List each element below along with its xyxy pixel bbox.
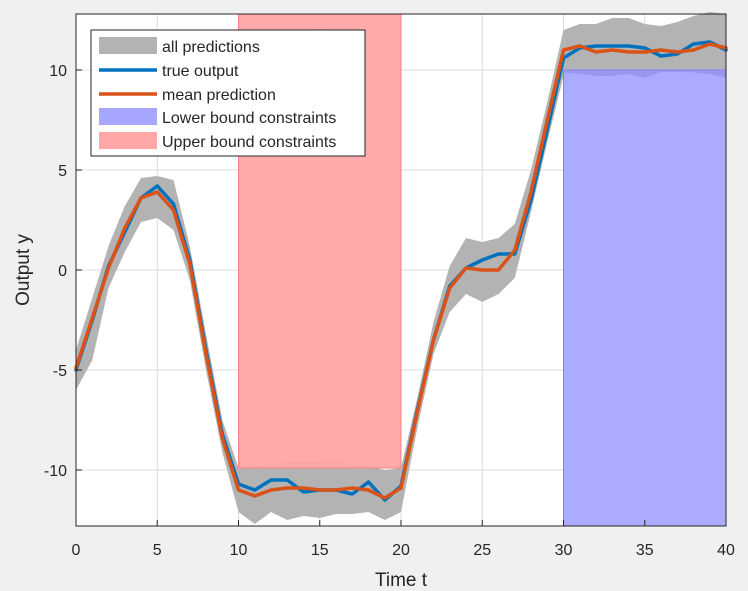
y-tick-label: -10 (44, 463, 67, 480)
x-tick-label: 30 (555, 542, 573, 559)
lower-bound-region (563, 69, 727, 527)
legend: all predictions true output mean predict… (90, 29, 366, 157)
x-tick-label: 25 (473, 542, 491, 559)
x-tick-label: 15 (311, 542, 329, 559)
y-tick-label: -5 (53, 363, 67, 380)
lower-bound-edge (563, 70, 726, 78)
y-axis-ticks: -10 -5 0 5 10 (44, 63, 82, 480)
y-tick-label: 5 (58, 163, 67, 180)
y-tick-label: 0 (58, 263, 67, 280)
x-tick-label: 5 (153, 542, 162, 559)
y-axis-label: Output y (13, 234, 34, 306)
legend-label-mean-prediction: mean prediction (162, 87, 276, 104)
x-tick-label: 40 (717, 542, 735, 559)
legend-label-true-output: true output (162, 63, 239, 80)
legend-swatch-lower-bound (99, 108, 157, 125)
legend-swatch-upper-bound (99, 132, 157, 149)
x-axis-ticks: 0 5 10 15 20 25 30 35 40 (72, 520, 735, 559)
x-axis-label: Time t (375, 570, 428, 591)
legend-label-all-predictions: all predictions (162, 39, 260, 56)
x-tick-label: 20 (392, 542, 410, 559)
all-predictions-band (76, 12, 726, 524)
x-tick-label: 10 (230, 542, 248, 559)
y-tick-label: 10 (49, 63, 67, 80)
legend-label-lower-bound: Lower bound constraints (162, 110, 336, 127)
chart-lines (74, 40, 728, 502)
x-tick-label: 35 (636, 542, 654, 559)
x-tick-label: 0 (72, 542, 81, 559)
mean-prediction-line (74, 42, 728, 500)
legend-label-upper-bound: Upper bound constraints (162, 134, 336, 151)
legend-swatch-all-predictions (99, 37, 157, 54)
